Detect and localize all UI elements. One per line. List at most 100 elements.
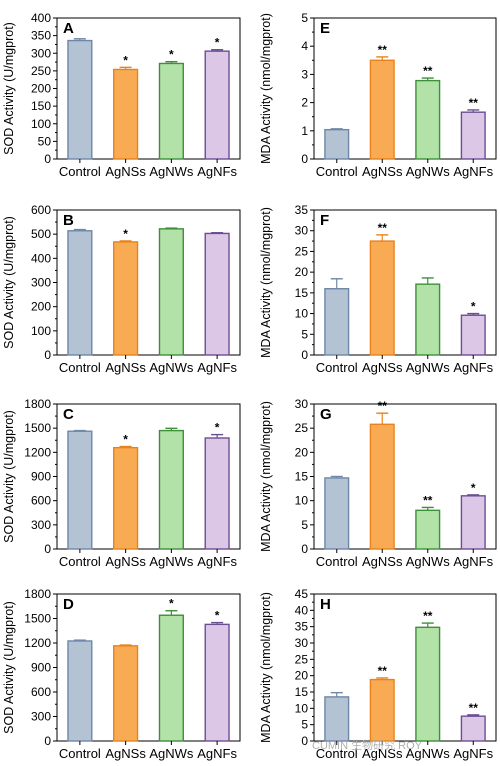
y-axis-title: SOD Activity (U/mgprot) bbox=[2, 22, 16, 155]
y-tick-label: 300 bbox=[31, 276, 51, 290]
bar-agnss bbox=[113, 645, 139, 742]
y-tick-label: 0 bbox=[44, 734, 51, 748]
significance-mark: * bbox=[123, 433, 128, 447]
x-tick-label: AgNWs bbox=[149, 360, 194, 375]
significance-mark: ** bbox=[423, 493, 433, 507]
significance-mark: * bbox=[169, 597, 174, 611]
significance-mark: ** bbox=[378, 399, 388, 413]
y-axis-title: MDA Activity (nmol/mgprot) bbox=[259, 401, 273, 552]
x-tick-label: Control bbox=[59, 360, 101, 375]
significance-mark: ** bbox=[378, 43, 388, 57]
y-tick-label: 1800 bbox=[24, 587, 51, 601]
significance-mark: * bbox=[169, 48, 174, 62]
x-tick-label: AgNSs bbox=[105, 360, 146, 375]
bar-agnss bbox=[369, 240, 395, 356]
y-tick-label: 45 bbox=[295, 587, 309, 601]
bar-control bbox=[67, 640, 93, 742]
x-tick-label: AgNFs bbox=[453, 360, 493, 375]
bar-control bbox=[324, 288, 350, 356]
y-tick-label: 0 bbox=[301, 152, 308, 166]
y-tick-label: 25 bbox=[295, 652, 309, 666]
significance-mark: ** bbox=[469, 701, 479, 715]
x-tick-label: AgNFs bbox=[197, 360, 237, 375]
y-tick-label: 5 bbox=[301, 518, 308, 532]
panel-label: F bbox=[320, 212, 329, 229]
y-tick-label: 5 bbox=[301, 718, 308, 732]
bar-agnws bbox=[158, 429, 184, 550]
significance-mark: * bbox=[123, 53, 128, 67]
x-tick-label: AgNWs bbox=[406, 554, 451, 569]
y-axis-title: MDA Activity (nmol/mgprot) bbox=[259, 13, 273, 164]
significance-mark: * bbox=[215, 609, 220, 623]
x-tick-label: AgNSs bbox=[105, 164, 146, 179]
y-tick-label: 1800 bbox=[24, 397, 51, 411]
x-tick-label: AgNSs bbox=[105, 554, 146, 569]
y-tick-label: 35 bbox=[295, 203, 309, 217]
y-tick-label: 1200 bbox=[24, 445, 51, 459]
y-tick-label: 900 bbox=[31, 661, 51, 675]
x-tick-label: AgNFs bbox=[453, 746, 493, 761]
y-tick-label: 25 bbox=[295, 244, 309, 258]
bar-agnss bbox=[113, 446, 139, 550]
chart-panel-c: C 0 300 600 900 1200 1500 1800 SOD Activity (U/m… bbox=[2, 397, 241, 569]
y-tick-label: 100 bbox=[31, 117, 51, 131]
bar-agnfs bbox=[204, 50, 230, 160]
chart-panel-f: F 0 5 10 15 20 25 30 35 MDA Activity (nmol/mgprot… bbox=[259, 203, 497, 375]
x-tick-label: Control bbox=[59, 554, 101, 569]
bar-agnss bbox=[113, 68, 139, 160]
significance-mark: ** bbox=[378, 221, 388, 235]
bar-control bbox=[67, 230, 93, 356]
chart-panel-b: B 0 100 200 300 400 500 600 SOD Activity (U/mgpr… bbox=[2, 203, 241, 375]
chart-panel-a: A 0 50 100 150 200 250 300 350 400 SOD Activity (U… bbox=[2, 11, 241, 179]
significance-mark: * bbox=[215, 36, 220, 50]
significance-mark: ** bbox=[423, 64, 433, 78]
bar-agnws bbox=[158, 62, 184, 160]
panel-label: G bbox=[320, 406, 332, 423]
x-tick-label: AgNFs bbox=[453, 554, 493, 569]
y-tick-label: 1500 bbox=[24, 612, 51, 626]
y-tick-label: 300 bbox=[31, 710, 51, 724]
x-tick-label: AgNFs bbox=[197, 746, 237, 761]
x-tick-label: Control bbox=[316, 360, 358, 375]
panel-label: H bbox=[320, 596, 331, 613]
significance-mark: ** bbox=[469, 96, 479, 110]
bar-control bbox=[324, 477, 350, 550]
bar-agnss bbox=[369, 678, 395, 742]
x-tick-label: Control bbox=[316, 164, 358, 179]
y-axis-title: SOD Activity (U/mgprot) bbox=[2, 410, 16, 543]
y-tick-label: 40 bbox=[295, 603, 309, 617]
y-axis-title: MDA Activity (nmol/mgprot) bbox=[259, 207, 273, 358]
x-tick-label: AgNFs bbox=[197, 554, 237, 569]
significance-mark: ** bbox=[378, 664, 388, 678]
y-axis-title: MDA Activity (nmol/mgprot) bbox=[259, 592, 273, 743]
bar-agnws bbox=[415, 626, 441, 742]
y-tick-label: 0 bbox=[301, 542, 308, 556]
x-tick-label: AgNFs bbox=[453, 164, 493, 179]
bar-control bbox=[324, 696, 350, 742]
bar-agnfs bbox=[460, 715, 486, 742]
bar-agnss bbox=[369, 59, 395, 160]
significance-mark: * bbox=[471, 300, 476, 314]
y-tick-label: 30 bbox=[295, 636, 309, 650]
y-tick-label: 600 bbox=[31, 203, 51, 217]
y-tick-label: 10 bbox=[295, 307, 309, 321]
y-tick-label: 15 bbox=[295, 286, 309, 300]
bar-agnss bbox=[113, 241, 139, 356]
y-tick-label: 1500 bbox=[24, 421, 51, 435]
y-tick-label: 2 bbox=[301, 96, 308, 110]
y-tick-label: 25 bbox=[295, 421, 309, 435]
y-tick-label: 5 bbox=[301, 327, 308, 341]
y-tick-label: 400 bbox=[31, 251, 51, 265]
x-tick-label: AgNSs bbox=[362, 746, 403, 761]
y-tick-label: 600 bbox=[31, 494, 51, 508]
y-tick-label: 3 bbox=[301, 67, 308, 81]
x-tick-label: AgNFs bbox=[197, 164, 237, 179]
significance-mark: * bbox=[123, 227, 128, 241]
y-tick-label: 600 bbox=[31, 685, 51, 699]
significance-mark: ** bbox=[423, 609, 433, 623]
y-tick-label: 900 bbox=[31, 470, 51, 484]
y-tick-label: 150 bbox=[31, 99, 51, 113]
x-tick-label: Control bbox=[316, 554, 358, 569]
bar-agnws bbox=[415, 509, 441, 550]
